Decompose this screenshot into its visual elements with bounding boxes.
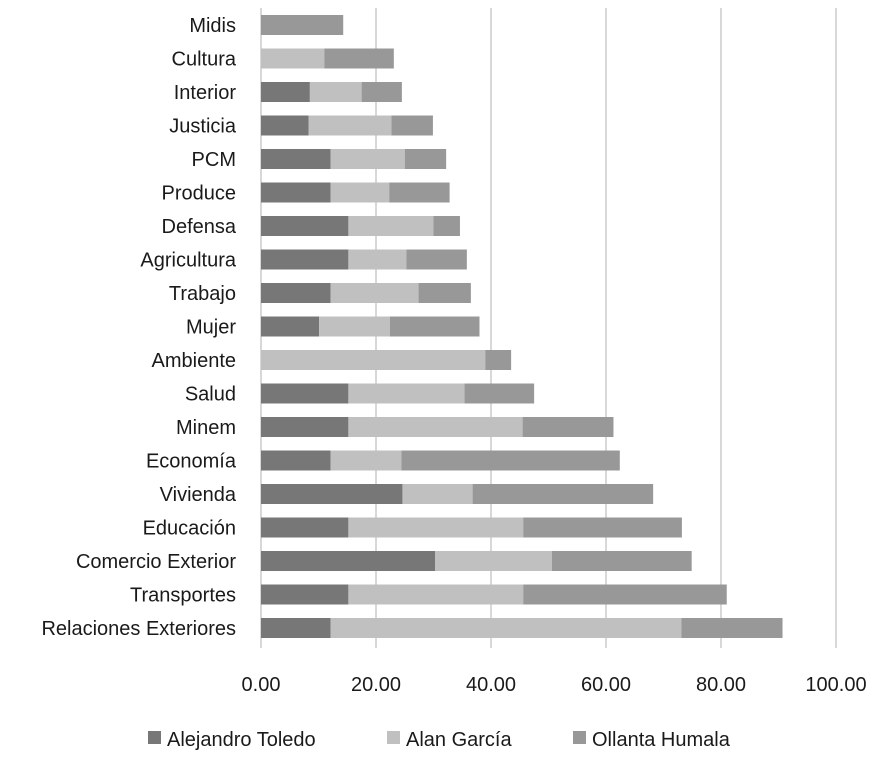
bar-vivienda-alan-garcia [402, 484, 473, 504]
bar-trabajo-alejandro-toledo [261, 283, 331, 303]
bar-pcm-ollanta-humala [404, 149, 447, 169]
bar-minem-ollanta-humala [522, 417, 614, 437]
category-label-trabajo: Trabajo [169, 283, 236, 305]
category-label-cultura: Cultura [172, 49, 237, 71]
bar-comercio-exterior-alan-garcia [435, 551, 552, 571]
category-label-salud: Salud [185, 384, 236, 406]
bar-transportes-alan-garcia [348, 584, 524, 605]
category-label-agricultura: Agricultura [140, 250, 236, 272]
category-label-pcm: PCM [192, 149, 236, 171]
category-label-minem: Minem [176, 417, 236, 439]
bar-salud-alejandro-toledo [261, 383, 349, 404]
bar-pcm-alan-garcia [330, 149, 405, 169]
bar-mujer-alan-garcia [319, 316, 390, 337]
bar-agricultura-alejandro-toledo [261, 249, 349, 270]
category-label-transportes: Transportes [130, 585, 236, 607]
category-label-ambiente: Ambiente [152, 350, 237, 372]
bar-produce-alan-garcia [330, 182, 390, 203]
bar-defensa-alejandro-toledo [261, 216, 349, 236]
bar-defensa-ollanta-humala [433, 216, 460, 236]
bar-comercio-exterior-alejandro-toledo [261, 551, 436, 571]
bar-vivienda-alejandro-toledo [261, 484, 403, 504]
bars-group [261, 15, 783, 638]
category-labels: Midis Cultura Interior Justicia PCM Produce De… [41, 15, 236, 640]
x-tick-labels: 0.00 20.00 40.00 60.00 80.00 100.00 [242, 674, 867, 696]
bar-minem-alejandro-toledo [261, 417, 349, 437]
bar-educacion-alejandro-toledo [261, 517, 349, 538]
bar-relaciones-exteriores-alan-garcia [330, 618, 682, 638]
bar-interior-alejandro-toledo [261, 82, 310, 102]
bar-interior-ollanta-humala [361, 82, 402, 102]
legend-swatch-alan-garcia [387, 731, 400, 744]
bar-interior-alan-garcia [309, 82, 362, 102]
x-tick-label-0-00: 0.00 [242, 674, 281, 696]
category-label-mujer: Mujer [186, 317, 236, 339]
legend-label-alejandro-toledo: Alejandro Toledo [167, 729, 316, 751]
x-tick-label-20-00: 20.00 [351, 674, 401, 696]
bar-salud-alan-garcia [348, 383, 465, 404]
bar-mujer-alejandro-toledo [261, 316, 320, 337]
legend: Alejandro Toledo Alan García Ollanta Humal… [148, 729, 731, 751]
bar-trabajo-alan-garcia [330, 283, 419, 303]
category-label-economia: Economía [146, 451, 237, 473]
bar-mujer-ollanta-humala [389, 316, 480, 337]
category-label-justicia: Justicia [169, 116, 237, 138]
bar-agricultura-ollanta-humala [406, 249, 467, 270]
bar-relaciones-exteriores-ollanta-humala [681, 618, 783, 638]
bar-educacion-alan-garcia [348, 517, 524, 538]
bar-produce-alejandro-toledo [261, 182, 331, 203]
bar-salud-ollanta-humala [464, 383, 535, 404]
bar-justicia-alejandro-toledo [261, 115, 309, 136]
bar-trabajo-ollanta-humala [418, 283, 471, 303]
legend-label-alan-garcia: Alan García [406, 729, 512, 751]
bar-defensa-alan-garcia [348, 216, 434, 236]
bar-produce-ollanta-humala [389, 182, 450, 203]
bar-economia-alejandro-toledo [261, 450, 331, 471]
bar-pcm-alejandro-toledo [261, 149, 331, 169]
category-label-vivienda: Vivienda [160, 484, 237, 506]
category-label-relaciones-exteriores: Relaciones Exteriores [41, 618, 236, 640]
x-tick-label-80-00: 80.00 [696, 674, 746, 696]
x-tick-label-100-00: 100.00 [805, 674, 866, 696]
gridlines [260, 8, 837, 648]
legend-swatch-alejandro-toledo [148, 731, 161, 744]
x-tick-label-60-00: 60.00 [581, 674, 631, 696]
category-label-produce: Produce [162, 183, 237, 205]
bar-justicia-ollanta-humala [391, 115, 433, 136]
bar-transportes-alejandro-toledo [261, 584, 349, 605]
bar-justicia-alan-garcia [308, 115, 392, 136]
bar-economia-alan-garcia [330, 450, 402, 471]
bar-ambiente-alan-garcia [261, 350, 486, 370]
category-label-interior: Interior [174, 82, 237, 104]
bar-midis-ollanta-humala [261, 15, 344, 35]
x-tick-label-40-00: 40.00 [466, 674, 516, 696]
bar-cultura-ollanta-humala [324, 48, 394, 69]
category-label-midis: Midis [189, 15, 236, 37]
bar-minem-alan-garcia [348, 417, 523, 437]
category-label-defensa: Defensa [162, 216, 237, 238]
bar-transportes-ollanta-humala [523, 584, 727, 605]
bar-educacion-ollanta-humala [523, 517, 682, 538]
bar-economia-ollanta-humala [401, 450, 620, 471]
legend-swatch-ollanta-humala [573, 731, 586, 744]
legend-label-ollanta-humala: Ollanta Humala [592, 729, 731, 751]
bar-ambiente-ollanta-humala [485, 350, 512, 370]
bar-relaciones-exteriores-alejandro-toledo [261, 618, 331, 638]
bar-agricultura-alan-garcia [348, 249, 407, 270]
category-label-educacion: Educación [143, 518, 236, 540]
bar-cultura-alan-garcia [261, 48, 325, 69]
bar-comercio-exterior-ollanta-humala [551, 551, 692, 571]
category-label-comercio-exterior: Comercio Exterior [76, 551, 236, 573]
bar-vivienda-ollanta-humala [472, 484, 654, 504]
